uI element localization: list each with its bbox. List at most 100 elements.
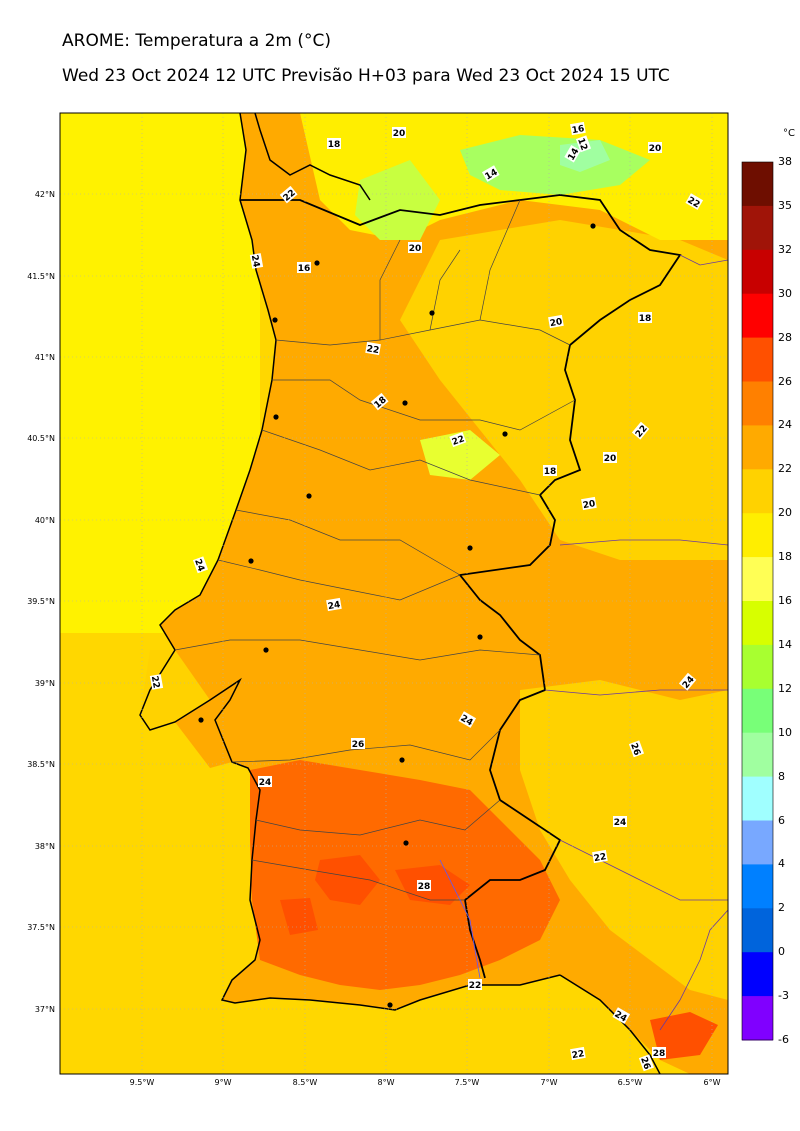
spain-province-borders (544, 254, 728, 1031)
lon-tick: 8°W (378, 1078, 395, 1087)
svg-text:24: 24 (249, 254, 261, 268)
colorbar-unit: °C (783, 128, 795, 139)
colorbar-band (742, 732, 773, 778)
svg-text:24: 24 (327, 600, 341, 612)
contour-label: 12 (575, 135, 592, 153)
lat-tick: 37°N (35, 1005, 55, 1014)
colorbar-band (742, 820, 773, 865)
contour-label: 22 (570, 1046, 586, 1061)
colorbar-label: 2 (778, 901, 785, 915)
contour-label: 24 (249, 253, 264, 269)
map-frame (59, 112, 729, 1075)
lat-tick: 38°N (35, 842, 55, 851)
svg-text:20: 20 (393, 129, 406, 139)
colorbar-band (742, 908, 773, 953)
colorbar-band (742, 293, 773, 339)
svg-text:22: 22 (571, 1049, 585, 1061)
svg-text:24: 24 (192, 558, 206, 573)
contour-label: 24 (613, 816, 627, 828)
colorbar-label: 16 (778, 594, 792, 607)
lon-tick: 8.5°W (293, 1078, 318, 1087)
longitude-axis: 9.5°W 9°W 8.5°W 8°W 7.5°W 7°W 6.5°W 6°W (130, 1078, 721, 1087)
contour-label: 18 (638, 312, 652, 324)
svg-text:28: 28 (653, 1049, 666, 1059)
colorbar-frame (741, 161, 774, 1041)
colorbar-band (742, 776, 773, 821)
svg-text:16: 16 (298, 264, 311, 274)
colorbar-label: 10 (778, 725, 792, 739)
contour-label: 20 (603, 452, 617, 464)
graticule (60, 113, 728, 1074)
contour-label: 16 (297, 262, 311, 274)
colorbar (741, 161, 774, 1041)
colorbar-label: -3 (778, 989, 789, 1003)
colorbar-label: 14 (778, 637, 792, 651)
colorbar-label: 38 (778, 155, 792, 168)
lat-tick: 39°N (35, 679, 55, 688)
colorbar-band (742, 162, 773, 207)
lon-tick: 6.5°W (618, 1078, 643, 1087)
lat-tick: 42°N (35, 190, 55, 199)
svg-text:28: 28 (418, 882, 431, 892)
svg-text:18: 18 (544, 467, 557, 477)
mild-area-east (520, 680, 728, 1000)
svg-text:18: 18 (639, 314, 652, 324)
svg-text:24: 24 (614, 818, 627, 828)
colorbar-band (742, 425, 773, 470)
contour-label: 26 (628, 740, 645, 758)
svg-text:26: 26 (352, 740, 365, 750)
lon-tick: 9.5°W (130, 1078, 155, 1087)
svg-text:12: 12 (575, 137, 589, 152)
galicia-coast (254, 113, 371, 201)
contour-label: 16 (570, 121, 586, 136)
colorbar-label: 6 (778, 813, 785, 827)
colorbar-label: 20 (778, 506, 792, 520)
lat-tick: 39.5°N (27, 597, 55, 606)
hot-spot-1 (315, 855, 380, 905)
cool-area-galicia (355, 160, 440, 240)
contour-label: 24 (258, 776, 272, 788)
colorbar-band (742, 557, 773, 602)
contour-label: 22 (468, 979, 482, 991)
svg-text:26: 26 (638, 1056, 652, 1071)
colorbar-label: 18 (778, 550, 792, 564)
lat-tick: 38.5°N (27, 760, 55, 769)
contour-label: 20 (548, 314, 564, 329)
lon-tick: 6°W (704, 1078, 721, 1087)
colorbar-label: -6 (778, 1033, 789, 1046)
contour-label: 28 (652, 1047, 666, 1059)
lat-tick: 41.5°N (27, 272, 55, 281)
colorbar-band (742, 513, 773, 558)
svg-text:20: 20 (604, 454, 617, 464)
colorbar-band (742, 205, 773, 251)
contour-label: 24 (192, 556, 209, 574)
colorbar-label: 24 (778, 418, 792, 432)
colorbar-band (742, 864, 773, 909)
colorbar-label: 30 (778, 286, 792, 300)
colorbar-label: 12 (778, 681, 792, 695)
cool-area-serra-estrela (420, 430, 500, 480)
contour-label: 18 (327, 138, 341, 150)
contour-label: 28 (417, 880, 431, 892)
contour-label: 20 (392, 127, 406, 139)
svg-text:20: 20 (549, 317, 563, 329)
contour-label: 22 (449, 431, 467, 448)
lon-tick: 7.5°W (455, 1078, 480, 1087)
lat-tick: 40°N (35, 516, 55, 525)
colorbar-band (742, 688, 773, 734)
contour-label: 20 (648, 142, 662, 154)
latitude-axis: 42°N 41.5°N 41°N 40.5°N 40°N 39.5°N 39°N… (27, 190, 55, 1014)
colorbar-band (742, 644, 773, 690)
lat-tick: 37.5°N (27, 923, 55, 932)
colorbar-label: 8 (778, 769, 785, 783)
svg-text:22: 22 (593, 852, 607, 864)
contour-label: 22 (149, 674, 164, 690)
mild-area-north-east (400, 220, 728, 560)
colorbar-label: 35 (778, 198, 792, 212)
colorbar-label: 22 (778, 462, 792, 476)
contour-label: 26 (351, 738, 365, 750)
city-markers (198, 223, 596, 1008)
colorbar-band (742, 337, 773, 382)
